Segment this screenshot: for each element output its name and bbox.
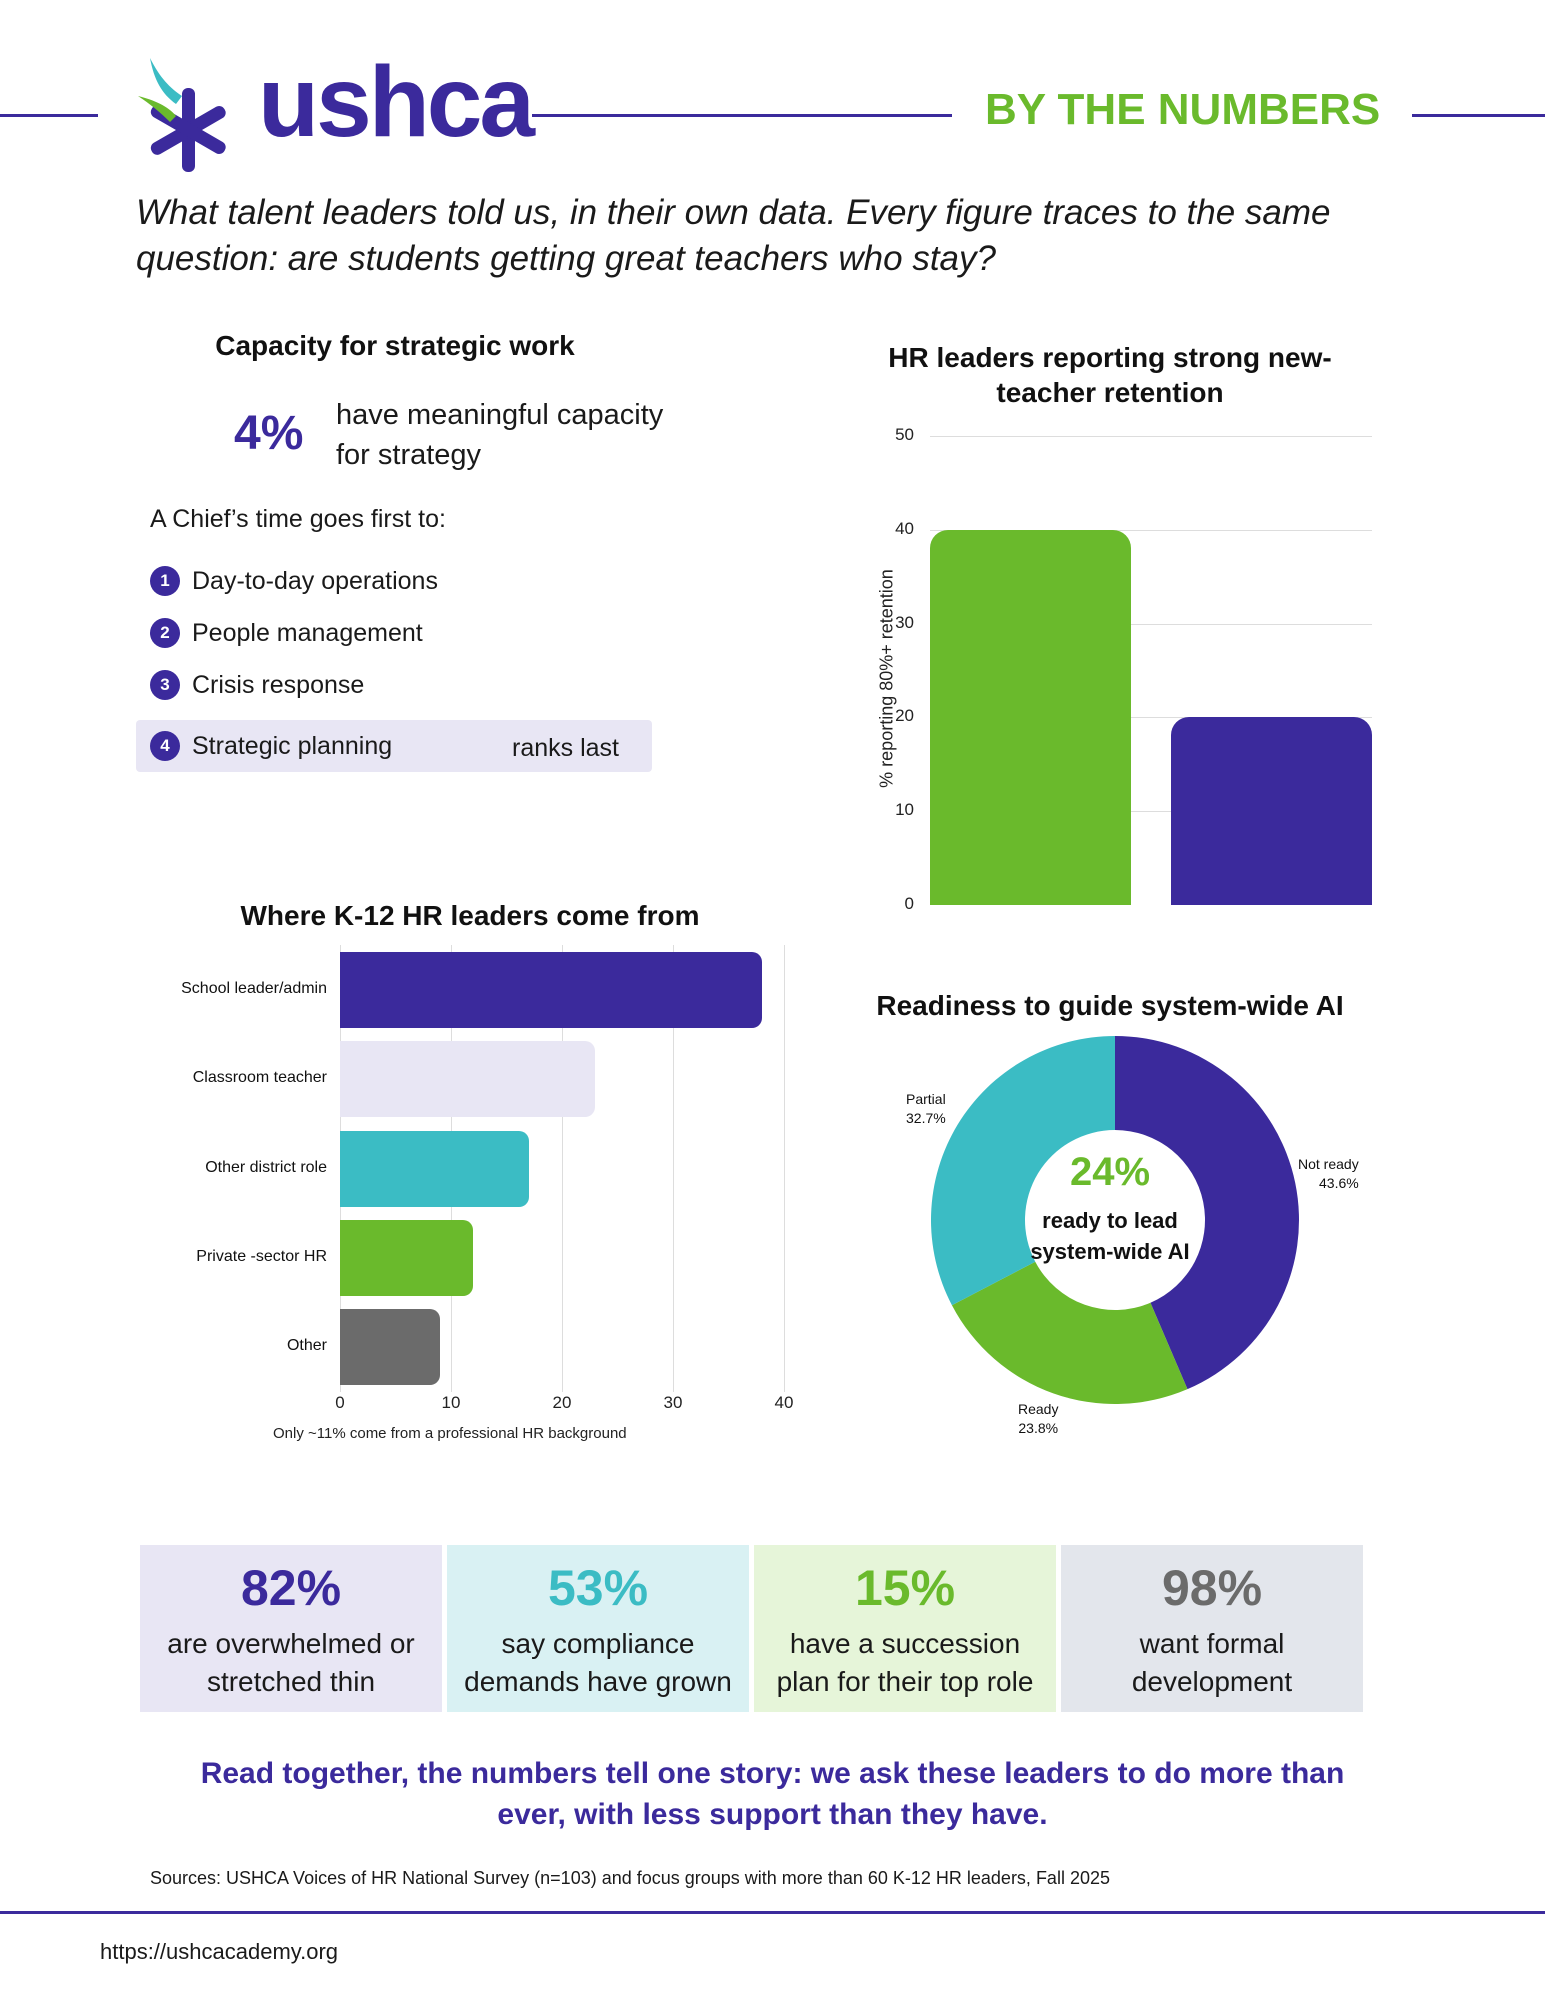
origins-chart-x-tick: 30 [663,1393,683,1412]
origins-chart-category-label: Classroom teacher [192,1069,327,1087]
rank-number-badge: 4 [150,731,180,761]
retention-chart-gridline [930,717,1372,719]
readiness-chart-title: Readiness to guide system-wide AI [876,990,1344,1021]
origins-chart-bar [340,1309,440,1386]
origins-chart-x-tick: 10 [441,1393,461,1412]
rank-item: 1 Day-to-day operations [136,555,438,607]
donut-label-ready: Ready 23.8% [1018,1400,1058,1438]
rank-item: 2 People management [136,607,423,659]
donut-center-text: ready to lead system-wide AI [1030,1208,1190,1264]
retention-chart-bar [1171,717,1372,905]
stat-description: are overwhelmed or stretched thin [167,1628,415,1697]
intro-text: What talent leaders told us, in their ow… [136,193,1331,278]
donut-label-value: 23.8% [1018,1420,1059,1436]
origins-chart-bar [340,1041,596,1118]
origins-chart-gridline [784,945,785,1392]
rank-label: Day-to-day operations [192,566,438,595]
stat-description: say compliance demands have grown [464,1628,732,1697]
header-rule-right [1412,114,1545,117]
retention-chart-y-tick: 50 [895,425,914,444]
origins-chart-x-tick: 40 [774,1393,794,1412]
donut-label-name: Ready [1018,1401,1059,1417]
origins-chart-category-label: Other district role [205,1158,327,1176]
origins-chart-bar [340,1130,529,1207]
rank-item: 3 Crisis response [136,659,364,711]
origins-chart-x-tick: 0 [335,1393,345,1412]
retention-chart-gridline [930,529,1372,531]
brand-wordmark: ushca [258,46,535,158]
ushca-logo-icon [138,58,226,172]
origins-chart-category-label: Other [286,1337,327,1355]
origins-chart-footnote: Only ~11% come from a professional HR ba… [273,1425,627,1442]
stat-description: want formal development [1131,1628,1293,1697]
footer-rule [0,1911,1545,1914]
sources-note: Sources: USHCA Voices of HR National Sur… [150,1868,1110,1888]
stat-percentage: 98% [1161,1560,1263,1616]
rank-label: Crisis response [192,670,365,699]
stat-card-succession: 15% have a succession plan for their top… [754,1545,1056,1712]
retention-chart-y-tick: 20 [895,706,914,726]
donut-slice-partial [931,1036,1115,1306]
origins-chart-gridline [562,945,563,1392]
stat-percentage: 82% [240,1560,342,1616]
header-rule-left [0,114,98,117]
stat-card-overwhelmed: 82% are overwhelmed or stretched thin [140,1545,442,1712]
retention-chart-bar [930,529,1131,905]
rank-number-badge: 2 [150,618,180,648]
by-the-numbers-heading: BY THE NUMBERS [985,85,1381,134]
chief-time-intro: A Chief’s time goes first to: [150,505,446,533]
retention-chart-gridline [930,811,1372,813]
donut-center-percentage: 24% [1069,1150,1151,1194]
ranks-last-note: ranks last [512,734,619,762]
closing-statement: Read together, the numbers tell one stor… [200,1757,1345,1831]
retention-chart-y-tick: 10 [895,800,914,820]
donut-slice-ready [951,1261,1188,1404]
donut-label-value: 43.6% [1319,1175,1359,1191]
donut-label-name: Not ready [1298,1156,1359,1172]
website-link[interactable]: https://ushcacademy.org [100,1939,339,1964]
rank-item-last: 4 Strategic planning [136,720,652,772]
retention-chart-y-axis-label: % reporting 80%+ retention [876,569,897,788]
header-rule-middle [532,114,952,117]
origins-chart-gridline [673,945,674,1392]
retention-chart-title-line2: teacher retention [996,377,1224,408]
donut-label-name: Partial [906,1091,946,1107]
origins-chart-category-label: School leader/admin [181,979,327,997]
retention-chart-title-line1: HR leaders reporting strong new- [888,342,1332,373]
origins-chart-category-label: Private -sector HR [196,1247,327,1265]
rank-number-badge: 1 [150,566,180,596]
retention-chart-gridline [930,623,1372,625]
capacity-title: Capacity for strategic work [215,330,575,361]
readiness-donut-chart [931,1036,1299,1404]
rank-label: Strategic planning [192,731,393,760]
stat-percentage: 15% [854,1560,956,1616]
retention-chart-y-tick: 0 [904,894,914,913]
stat-description: have a succession plan for their top rol… [776,1628,1034,1697]
retention-chart-y-tick: 30 [895,612,914,632]
donut-label-value: 32.7% [906,1110,946,1126]
origins-chart-x-tick: 20 [552,1393,572,1412]
retention-chart-y-tick: 40 [895,518,914,538]
retention-chart-gridline [930,436,1372,437]
donut-label-not-ready: Not ready 43.6% [1298,1155,1359,1193]
capacity-stat-description: have meaningful capacity for strategy [336,399,664,471]
rank-label: People management [192,618,423,647]
donut-label-partial: Partial 32.7% [906,1090,946,1128]
capacity-stat: 4% [234,407,304,460]
stat-percentage: 53% [547,1560,649,1616]
rank-number-badge: 3 [150,670,180,700]
stat-card-compliance: 53% say compliance demands have grown [447,1545,749,1712]
origins-chart-bar [340,1219,474,1296]
origins-chart-bar [340,951,762,1028]
origins-chart-title: Where K-12 HR leaders come from [240,900,700,931]
donut-slice-not-ready [1115,1036,1299,1390]
stat-card-development: 98% want formal development [1061,1545,1363,1712]
